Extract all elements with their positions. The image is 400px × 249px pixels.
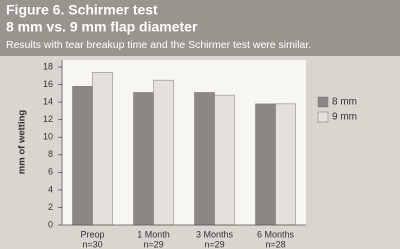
y-axis-label: mm of wetting bbox=[17, 110, 28, 175]
y-tick-label: 18 bbox=[43, 61, 53, 71]
x-tick-label: 3 Months bbox=[196, 229, 234, 239]
bar bbox=[72, 86, 93, 226]
header-band bbox=[0, 0, 400, 56]
legend-swatch bbox=[317, 111, 329, 123]
bar bbox=[275, 103, 296, 226]
x-tick-label: 6 Months bbox=[257, 229, 295, 239]
legend-label: 8 mm bbox=[332, 97, 357, 108]
x-tick-count: n=30 bbox=[82, 239, 102, 249]
chart-subtitle: 8 mm vs. 9 mm flap diameter bbox=[6, 19, 198, 35]
bar bbox=[133, 92, 154, 226]
caption: Results with tear breakup time and the S… bbox=[6, 39, 311, 51]
y-tick-label: 6 bbox=[48, 167, 53, 177]
y-tick-label: 14 bbox=[43, 96, 53, 106]
bar bbox=[153, 79, 174, 226]
y-tick-label: 8 bbox=[48, 149, 53, 159]
bar bbox=[214, 94, 235, 226]
bar bbox=[255, 103, 276, 226]
x-tick-label: 1 Month bbox=[137, 229, 170, 239]
chart-title: Figure 6. Schirmer test bbox=[6, 2, 158, 18]
bar bbox=[194, 92, 215, 226]
y-tick-label: 4 bbox=[48, 184, 53, 194]
y-tick-label: 12 bbox=[43, 114, 53, 124]
x-tick-label: Preop bbox=[80, 229, 104, 239]
y-tick-label: 2 bbox=[48, 202, 53, 212]
x-tick-count: n=28 bbox=[265, 239, 285, 249]
y-tick-label: 10 bbox=[43, 132, 53, 142]
x-tick-count: n=29 bbox=[204, 239, 224, 249]
legend-label: 9 mm bbox=[332, 112, 357, 123]
bar bbox=[92, 72, 113, 226]
legend-swatch bbox=[317, 96, 329, 108]
y-tick-label: 16 bbox=[43, 79, 53, 89]
x-tick-count: n=29 bbox=[143, 239, 163, 249]
y-tick-label: 0 bbox=[48, 219, 53, 229]
